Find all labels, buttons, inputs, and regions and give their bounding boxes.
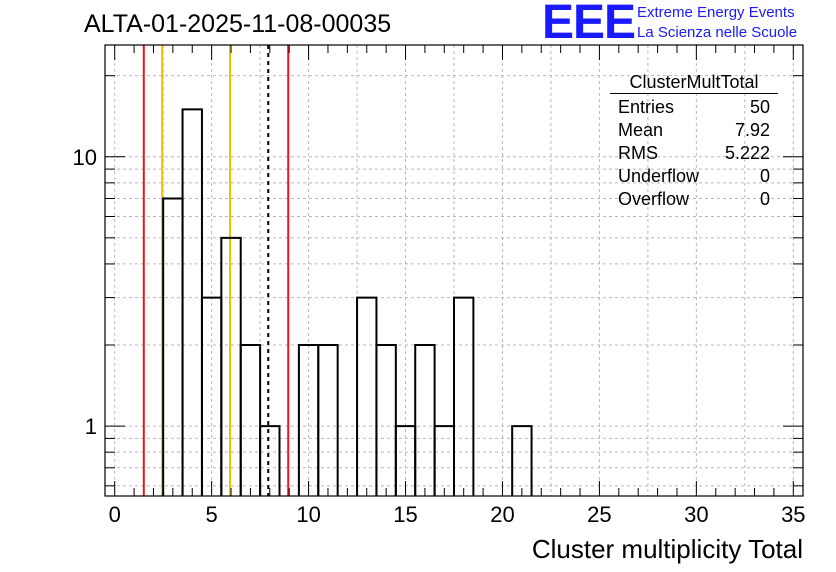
x-tick-label: 30 <box>684 502 708 527</box>
stat-label: RMS <box>618 143 658 163</box>
stat-row-entries: Entries 50 <box>610 96 778 119</box>
histogram-bin <box>453 296 475 496</box>
y-tick-label: 10 <box>73 145 97 170</box>
stat-value: 0 <box>759 166 770 186</box>
x-axis-label: Cluster multiplicity Total <box>532 534 803 564</box>
histogram-bins <box>162 108 533 496</box>
eee-logo: EEE <box>542 0 636 49</box>
stat-row-overflow: Overflow 0 <box>610 188 778 211</box>
x-tick-label: 15 <box>393 502 417 527</box>
eee-tagline-line-2: La Scienza nelle Scuole <box>637 24 798 41</box>
stats-box: ClusterMultTotal Entries 50 Mean 7.92 RM… <box>610 72 778 211</box>
x-tick-label: 25 <box>587 502 611 527</box>
histogram-bin <box>511 425 533 496</box>
y-tick-label: 1 <box>85 414 97 439</box>
histogram-bin <box>239 344 262 496</box>
stat-label: Entries <box>618 97 675 117</box>
stat-row-underflow: Underflow 0 <box>610 165 778 188</box>
x-tick-label: 0 <box>109 502 121 527</box>
stat-row-mean: Mean 7.92 <box>610 119 778 142</box>
axis-ticks <box>105 45 803 496</box>
plot-frame <box>104 44 804 497</box>
stat-value: 7.92 <box>734 120 770 140</box>
histogram-bin <box>259 425 281 496</box>
x-tick-label: 20 <box>490 502 514 527</box>
stat-label: Underflow <box>618 166 700 186</box>
stat-label: Mean <box>618 120 664 140</box>
histogram-bin <box>317 344 339 496</box>
stats-title: ClusterMultTotal <box>610 72 778 94</box>
stat-value: 5.222 <box>724 143 770 163</box>
histogram-bin <box>162 197 184 496</box>
x-tick-label: 10 <box>296 502 320 527</box>
histogram-bin <box>356 296 378 496</box>
x-tick-label: 35 <box>781 502 805 527</box>
stat-label: Overflow <box>618 189 690 209</box>
stat-row-rms: RMS 5.222 <box>610 142 778 165</box>
eee-tagline-line-1: Extreme Energy Events <box>637 4 795 21</box>
histogram-bin <box>414 344 436 496</box>
eee-tagline: Extreme Energy Events La Scienza nelle S… <box>637 3 797 43</box>
plot-title: ALTA-01-2025-11-08-00035 <box>84 10 392 38</box>
stat-value: 50 <box>749 97 770 117</box>
stat-value: 0 <box>759 189 770 209</box>
histogram-bin <box>375 344 397 496</box>
x-tick-label: 5 <box>206 502 218 527</box>
